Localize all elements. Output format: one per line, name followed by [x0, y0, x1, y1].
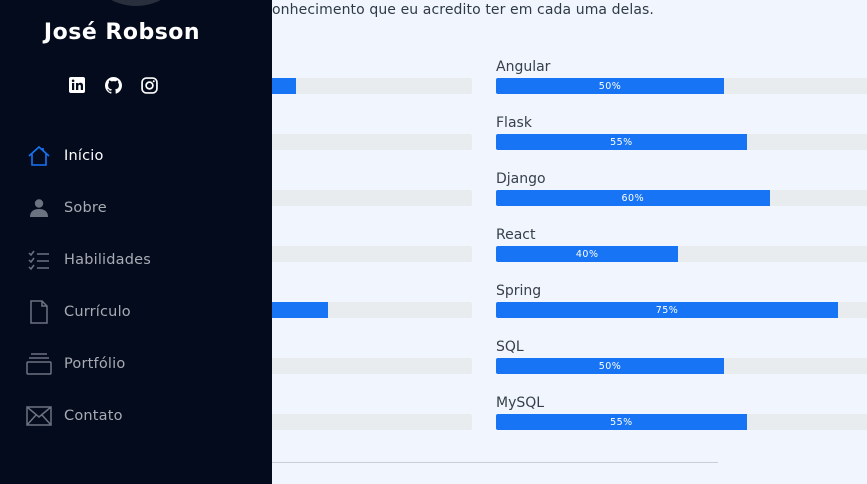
nav-item-contato[interactable]: Contato: [0, 390, 272, 442]
progress-track: 50%: [496, 78, 867, 94]
person-icon: [26, 195, 52, 221]
nav-item-inicio[interactable]: Início: [0, 130, 272, 182]
skill-name: Django: [496, 171, 546, 187]
github-icon[interactable]: [104, 76, 122, 94]
progress-fill: 60%: [496, 190, 770, 206]
skill-item: React 40%: [496, 226, 867, 282]
nav-item-curriculo[interactable]: Currículo: [0, 286, 272, 338]
skill-name: Angular: [496, 59, 551, 75]
skills-intro-text: onhecimento que eu acredito ter em cada …: [272, 2, 654, 18]
checklist-icon: [26, 247, 52, 273]
nav-label-habilidades: Habilidades: [64, 252, 152, 268]
skill-name: Flask: [496, 115, 532, 131]
nav-item-portfolio[interactable]: Portfólio: [0, 338, 272, 390]
progress-fill: 50%: [496, 78, 724, 94]
nav-label-contato: Contato: [64, 408, 123, 424]
progress-track: 55%: [496, 134, 867, 150]
envelope-icon: [26, 403, 52, 429]
progress-track: 40%: [496, 246, 867, 262]
file-icon: [26, 299, 52, 325]
nav-item-habilidades[interactable]: Habilidades: [0, 234, 272, 286]
collection-icon: [26, 351, 52, 377]
profile-name: José Robson: [43, 20, 201, 45]
nav-item-sobre[interactable]: Sobre: [0, 182, 272, 234]
progress-fill: 40%: [496, 246, 679, 262]
nav-label-portfolio: Portfólio: [64, 356, 126, 372]
skill-name: React: [496, 227, 536, 243]
progress-fill: 55%: [496, 414, 747, 430]
section-divider: [272, 462, 718, 463]
skill-item: Spring 75%: [496, 282, 867, 338]
avatar: [86, 0, 186, 6]
skill-name: SQL: [496, 339, 524, 355]
skill-item: Django 60%: [496, 170, 867, 226]
sidebar-nav: Início Sobre Habilidades Currículo Portf…: [0, 130, 272, 442]
sidebar: José Robson Início Sobre H: [0, 0, 272, 484]
skill-name: MySQL: [496, 395, 545, 411]
progress-fill: 55%: [496, 134, 747, 150]
progress-track: 55%: [496, 414, 867, 430]
nav-label-sobre: Sobre: [64, 200, 107, 216]
progress-track: 50%: [496, 358, 867, 374]
skill-item: SQL 50%: [496, 338, 867, 394]
linkedin-icon[interactable]: [68, 76, 86, 94]
progress-fill: 50%: [496, 358, 724, 374]
social-links: [68, 76, 158, 94]
skill-name: Spring: [496, 283, 542, 299]
home-icon: [26, 143, 52, 169]
progress-track: 60%: [496, 190, 867, 206]
nav-label-inicio: Início: [64, 148, 104, 164]
skill-item: Angular 50%: [496, 58, 867, 114]
skill-item: MySQL 55%: [496, 394, 867, 450]
instagram-icon[interactable]: [140, 76, 158, 94]
progress-fill: 75%: [496, 302, 838, 318]
skills-column-right: Angular 50% Flask 55% Django 60% React 40% Sprin…: [496, 58, 867, 450]
skill-item: Flask 55%: [496, 114, 867, 170]
nav-label-curriculo: Currículo: [64, 304, 131, 320]
progress-track: 75%: [496, 302, 867, 318]
